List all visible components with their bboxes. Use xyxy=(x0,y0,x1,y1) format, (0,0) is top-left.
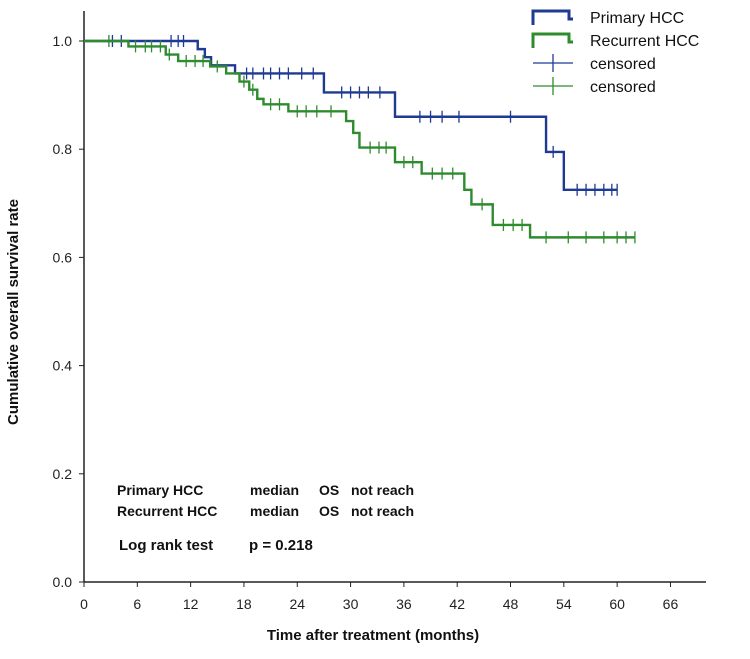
legend-label: censored xyxy=(590,79,656,96)
annotation-row-1-os: OS xyxy=(319,482,339,498)
annotation-row-1-group: Primary HCC xyxy=(117,482,203,498)
x-tick-label: 30 xyxy=(343,596,359,612)
x-tick-label: 42 xyxy=(449,596,465,612)
statistics-annotation: Primary HCC median OS not reach Recurren… xyxy=(117,482,414,554)
legend-swatch xyxy=(531,32,573,48)
annotation-row-2-median: median xyxy=(250,503,299,519)
annotation-row-1-median: median xyxy=(250,482,299,498)
x-tick-label: 36 xyxy=(396,596,412,612)
y-tick-label: 0.4 xyxy=(53,358,73,374)
x-axis-title: Time after treatment (months) xyxy=(267,627,479,644)
x-tick-label: 0 xyxy=(80,596,88,612)
legend-label: censored xyxy=(590,56,656,73)
legend-item-primary-hcc-0: Primary HCC xyxy=(531,9,684,27)
survival-curve-recurrent-hcc xyxy=(84,39,635,239)
legend-label: Recurrent HCC xyxy=(590,33,699,50)
annotation-row-2-value: not reach xyxy=(351,503,414,519)
legend-item-recurrent-hcc-1: Recurrent HCC xyxy=(531,32,699,50)
x-tick-label: 54 xyxy=(556,596,572,612)
legend: Primary HCC Recurrent HCC censored censored xyxy=(531,9,699,96)
annotation-row-2-group: Recurrent HCC xyxy=(117,503,217,519)
annotation-row-1-value: not reach xyxy=(351,482,414,498)
y-tick-label: 1.0 xyxy=(53,33,73,49)
x-tick-label: 66 xyxy=(663,596,679,612)
x-tick-label: 24 xyxy=(289,596,305,612)
axes: 0.0 0.2 0.4 0.6 0.8 1.0 0 6 12 18 24 30 36 42 48 54 60 66 xyxy=(53,11,706,612)
annotation-row-2-os: OS xyxy=(319,503,339,519)
legend-label: Primary HCC xyxy=(590,10,684,27)
y-tick-label: 0.8 xyxy=(53,141,73,157)
legend-swatch xyxy=(531,9,573,25)
series-primary-hcc xyxy=(84,35,618,196)
x-tick-label: 6 xyxy=(133,596,141,612)
y-tick-label: 0.2 xyxy=(53,466,73,482)
x-tick-label: 12 xyxy=(183,596,199,612)
x-tick-label: 48 xyxy=(503,596,519,612)
y-tick-label: 0.0 xyxy=(53,574,73,590)
x-tick-label: 18 xyxy=(236,596,252,612)
y-axis-title: Cumulative overall survival rate xyxy=(5,199,22,425)
series-layer xyxy=(84,35,636,244)
x-tick-label: 60 xyxy=(609,596,625,612)
log-rank-p-value: p = 0.218 xyxy=(249,537,313,554)
series-recurrent-hcc xyxy=(84,35,636,244)
log-rank-label: Log rank test xyxy=(119,537,213,554)
legend-item-censored-3: censored xyxy=(533,77,656,96)
legend-item-censored-2: censored xyxy=(533,54,656,73)
y-tick-label: 0.6 xyxy=(53,249,73,265)
